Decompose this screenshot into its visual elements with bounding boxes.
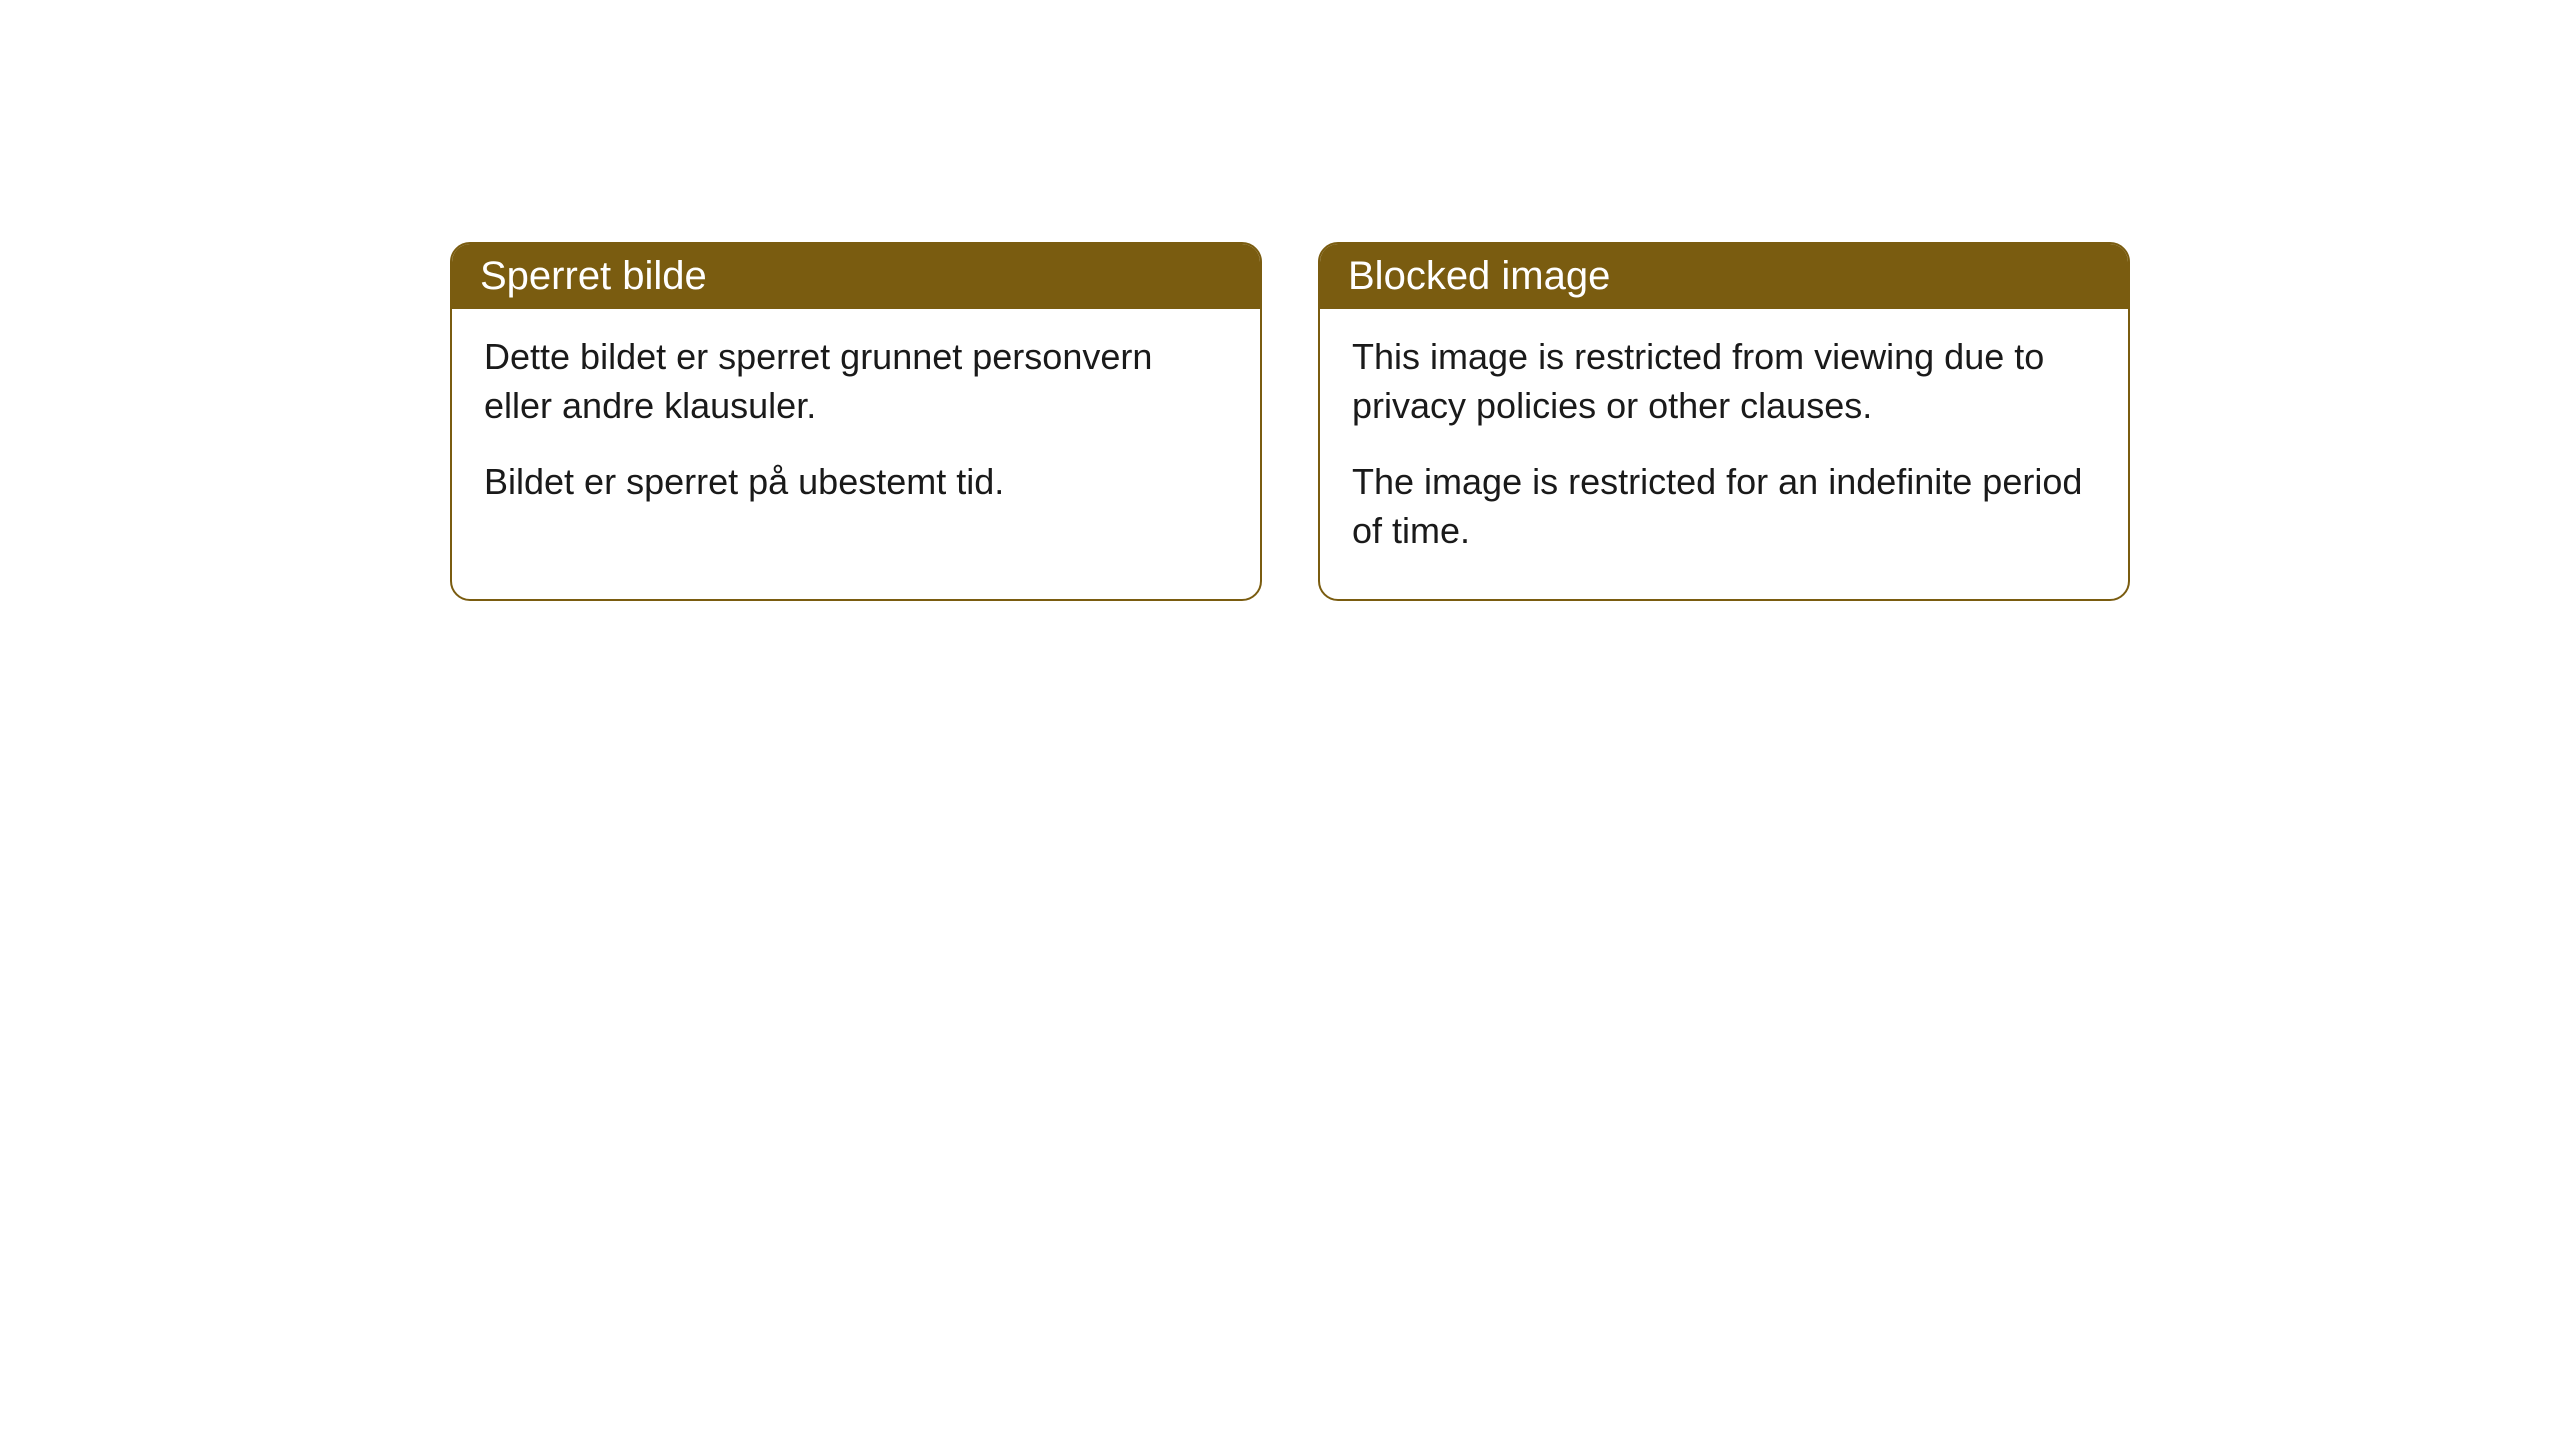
card-paragraph: Bildet er sperret på ubestemt tid. xyxy=(484,458,1228,507)
card-body: Dette bildet er sperret grunnet personve… xyxy=(452,309,1260,551)
card-title: Blocked image xyxy=(1348,254,1610,298)
card-title: Sperret bilde xyxy=(480,254,707,298)
blocked-image-card-norwegian: Sperret bilde Dette bildet er sperret gr… xyxy=(450,242,1262,601)
card-paragraph: This image is restricted from viewing du… xyxy=(1352,333,2096,430)
cards-container: Sperret bilde Dette bildet er sperret gr… xyxy=(450,242,2130,601)
card-paragraph: Dette bildet er sperret grunnet personve… xyxy=(484,333,1228,430)
card-header: Sperret bilde xyxy=(452,244,1260,309)
card-body: This image is restricted from viewing du… xyxy=(1320,309,2128,599)
card-paragraph: The image is restricted for an indefinit… xyxy=(1352,458,2096,555)
card-header: Blocked image xyxy=(1320,244,2128,309)
blocked-image-card-english: Blocked image This image is restricted f… xyxy=(1318,242,2130,601)
